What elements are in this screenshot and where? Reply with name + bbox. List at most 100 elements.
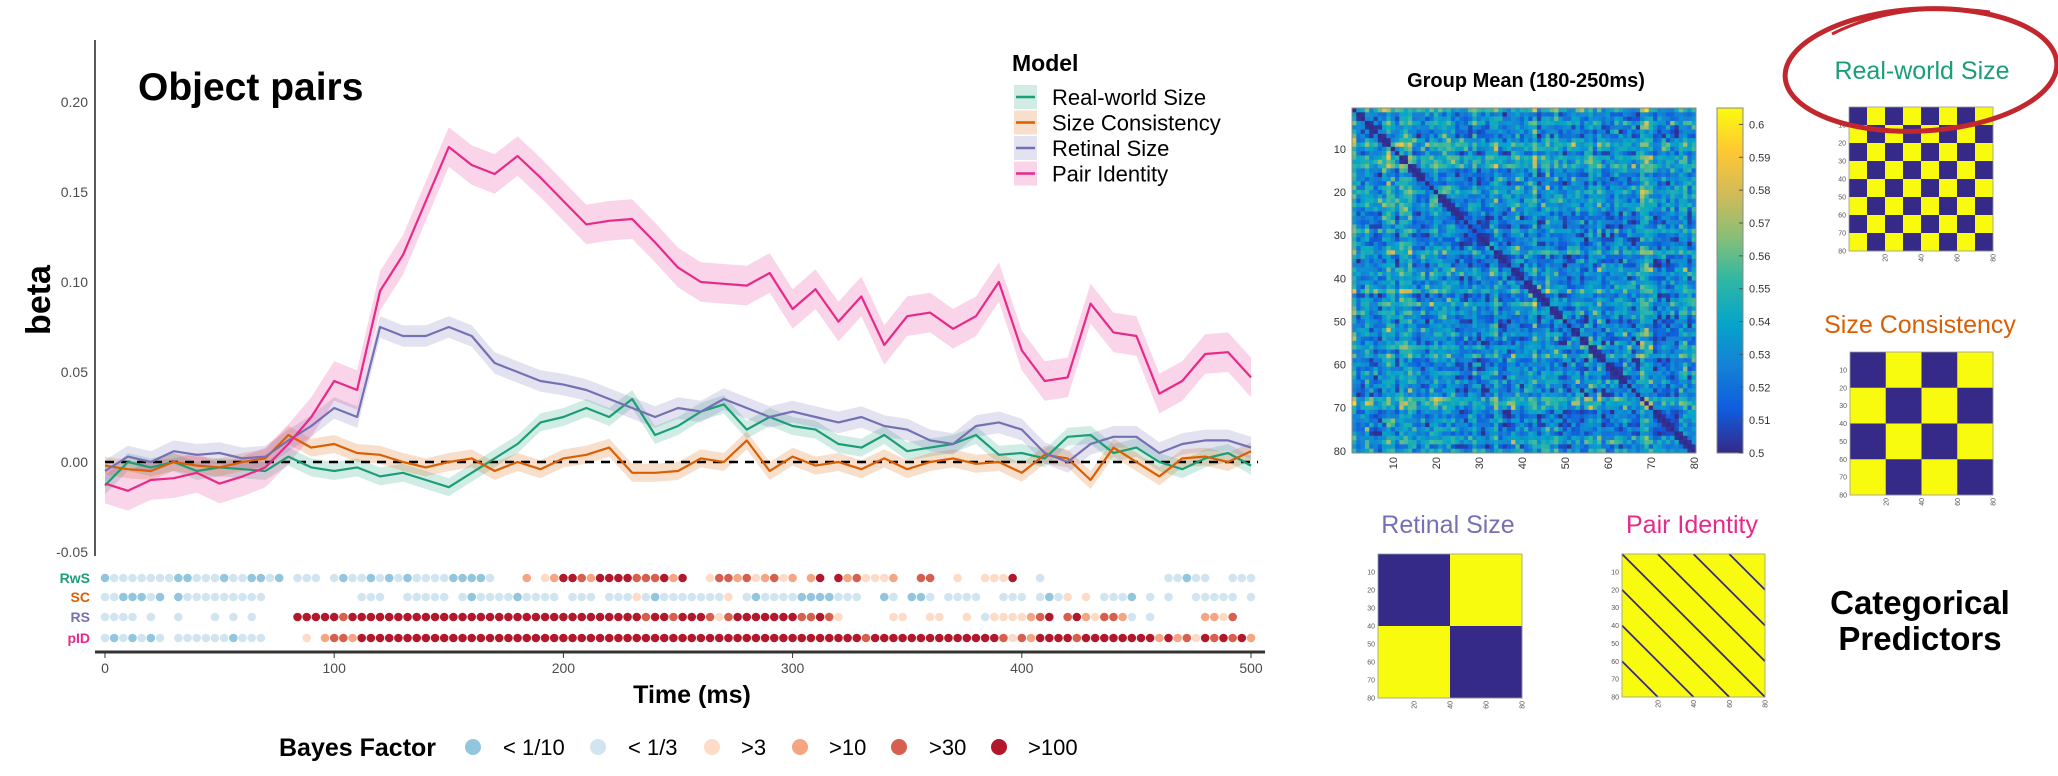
heatmap-cell (1605, 327, 1611, 333)
bf-dot (1145, 612, 1155, 622)
heatmap-cell (1528, 159, 1533, 165)
heatmap-cell (1442, 120, 1447, 126)
heatmap-cell (1670, 125, 1675, 130)
bf-dot (760, 573, 770, 583)
bf-dot (678, 633, 687, 643)
bf-dot (779, 573, 788, 583)
heatmap-cell (1528, 116, 1533, 122)
heatmap-cell (1399, 220, 1404, 225)
heatmap-cell (1584, 168, 1589, 173)
heatmap-cell (1571, 246, 1576, 251)
heatmap-cell (1382, 332, 1387, 337)
heatmap-cell (1364, 207, 1370, 212)
heatmap-cell (1489, 237, 1495, 242)
heatmap-cell (1592, 172, 1598, 178)
heatmap-cell (1674, 289, 1680, 294)
heatmap-cell (1683, 345, 1688, 350)
heatmap-cell (1541, 129, 1546, 135)
heatmap-cell (1631, 207, 1637, 212)
heatmap-cell (1433, 194, 1439, 199)
heatmap-cell (1567, 177, 1572, 182)
heatmap-cell (1674, 345, 1680, 350)
heatmap-cell (1472, 336, 1477, 342)
heatmap-cell (1446, 302, 1452, 307)
heatmap-cell (1446, 142, 1452, 148)
heatmap-cell (1369, 108, 1374, 113)
heatmap-cell (1614, 172, 1619, 178)
heatmap-cell (1610, 159, 1615, 165)
heatmap-cell (1545, 319, 1551, 324)
heatmap-cell (1352, 159, 1357, 165)
heatmap-cell (1489, 112, 1495, 117)
heatmap-cell (1364, 168, 1370, 173)
heatmap-cell (1657, 289, 1662, 294)
heatmap-cell (1511, 228, 1516, 234)
heatmap-cell (1386, 120, 1391, 126)
heatmap-cell (1524, 198, 1529, 204)
heatmap-cell (1541, 271, 1546, 277)
heatmap-cell (1691, 241, 1697, 247)
heatmap-cell (1674, 129, 1680, 135)
heatmap-cell (1498, 289, 1503, 294)
heatmap-cell (1627, 220, 1632, 225)
heatmap-cell (1442, 340, 1447, 346)
bf-dot (1182, 573, 1192, 583)
heatmap-cell (1524, 263, 1529, 268)
heatmap-cell (1472, 349, 1477, 355)
heatmap-cell (1382, 263, 1387, 268)
heatmap-cell (1610, 332, 1615, 337)
heatmap-cell (1489, 336, 1495, 342)
heatmap-cell (1528, 211, 1533, 217)
heatmap-cell (1498, 224, 1503, 230)
heatmap-cell (1670, 138, 1675, 143)
heatmap-cell (1485, 336, 1490, 342)
heatmap-cell (1382, 233, 1387, 238)
heatmap-cell (1661, 220, 1667, 225)
bf-dot (879, 573, 889, 583)
bf-dot (889, 573, 898, 583)
heatmap-cell (1661, 241, 1667, 247)
heatmap-cell (1425, 224, 1430, 230)
bf-dot (999, 573, 1008, 583)
heatmap-cell (1635, 340, 1641, 346)
heatmap-cell (1450, 276, 1456, 281)
heatmap-cell (1450, 189, 1456, 195)
heatmap-cell (1506, 155, 1512, 161)
heatmap-cell (1416, 228, 1422, 234)
heatmap-cell (1429, 293, 1434, 299)
heatmap-cell (1601, 280, 1606, 286)
heatmap-cell (1468, 125, 1473, 130)
heatmap-cell (1416, 340, 1422, 346)
heatmap-cell (1352, 215, 1357, 221)
heatmap-cell (1605, 336, 1611, 342)
heatmap-cell (1433, 271, 1439, 277)
heatmap-cell (1648, 246, 1654, 251)
heatmap-cell (1670, 258, 1675, 264)
heatmap-cell (1416, 263, 1422, 268)
heatmap-cell (1670, 116, 1675, 122)
heatmap-cell (1562, 146, 1568, 152)
heatmap-cell (1446, 332, 1452, 337)
heatmap-cell (1635, 297, 1641, 303)
heatmap-cell (1631, 125, 1637, 130)
heatmap-cell (1450, 349, 1456, 355)
heatmap-cell (1562, 271, 1568, 277)
heatmap-cell (1584, 125, 1589, 130)
heatmap-cell (1635, 155, 1641, 161)
heatmap-cell (1665, 276, 1671, 281)
heatmap-cell (1631, 108, 1637, 113)
heatmap-cell (1691, 293, 1697, 299)
heatmap-cell (1502, 112, 1508, 117)
heatmap-cell (1648, 224, 1654, 230)
heatmap-cell (1653, 250, 1658, 255)
heatmap-cell (1622, 202, 1628, 208)
heatmap-cell (1438, 276, 1443, 281)
heatmap-cell (1364, 332, 1370, 337)
heatmap-cell (1403, 310, 1409, 316)
heatmap-cell (1618, 319, 1624, 324)
heatmap-cell (1356, 297, 1361, 303)
heatmap-cell (1567, 133, 1572, 139)
heatmap-cell (1653, 332, 1658, 337)
heatmap-cell (1356, 151, 1361, 156)
heatmap-cell (1575, 146, 1581, 152)
